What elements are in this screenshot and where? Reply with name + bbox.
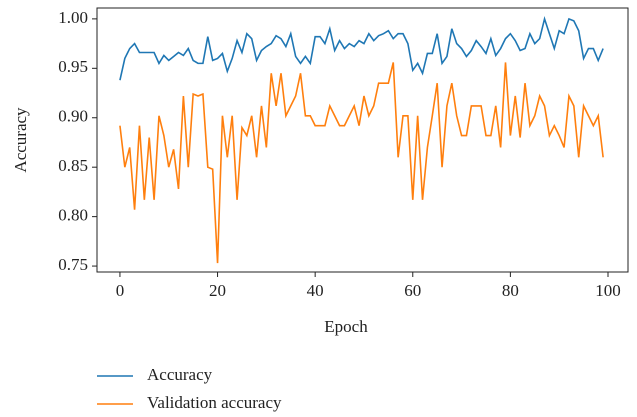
series-line xyxy=(119,62,604,264)
y-tick-label: 0.85 xyxy=(58,156,88,175)
x-tick-label: 40 xyxy=(307,281,324,300)
y-tick-label: 0.95 xyxy=(58,57,88,76)
y-tick-label: 1.00 xyxy=(58,8,88,27)
x-tick-label: 20 xyxy=(209,281,226,300)
y-axis-label: Accuracy xyxy=(11,107,30,173)
y-tick-label: 0.75 xyxy=(58,255,88,274)
x-axis-label: Epoch xyxy=(324,317,368,336)
x-tick-label: 100 xyxy=(595,281,621,300)
plot-frame xyxy=(96,7,629,273)
x-tick-label: 60 xyxy=(404,281,421,300)
y-tick-label: 0.80 xyxy=(58,206,88,225)
series-line xyxy=(119,15,604,81)
x-tick-label: 0 xyxy=(116,281,125,300)
x-tick-label: 80 xyxy=(502,281,519,300)
legend-label: Validation accuracy xyxy=(147,393,282,412)
legend-label: Accuracy xyxy=(147,365,213,384)
y-tick-label: 0.90 xyxy=(58,107,88,126)
